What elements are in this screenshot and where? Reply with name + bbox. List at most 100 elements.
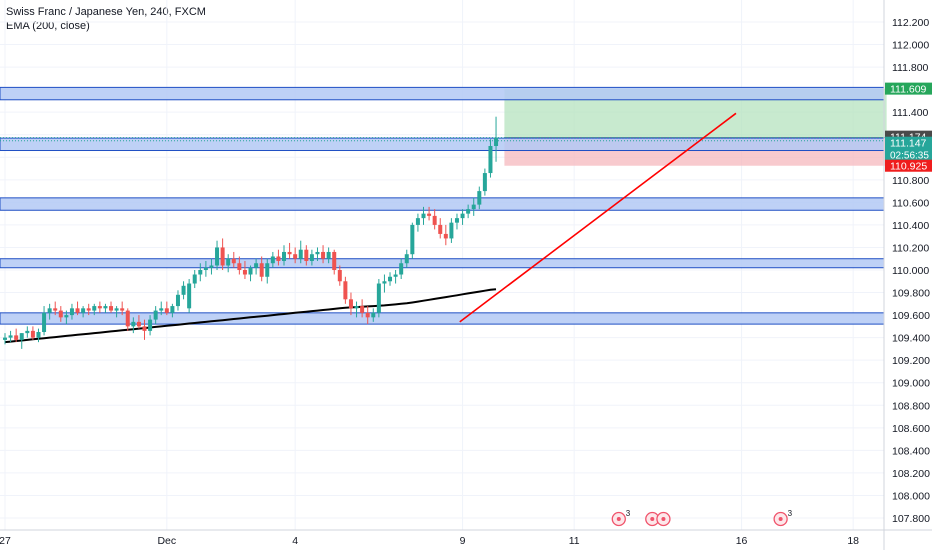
candle-body — [64, 315, 69, 318]
y-tick-label: 110.400 — [892, 220, 929, 232]
candle — [371, 308, 376, 322]
candle — [270, 251, 275, 268]
candle-body — [75, 308, 80, 313]
ema-line-group — [4, 288, 497, 344]
y-tick-label: 111.400 — [892, 107, 929, 119]
price-label: 111.609 — [885, 82, 932, 96]
candle — [75, 301, 80, 316]
candle — [354, 301, 359, 318]
countdown-label: 02:56:35 — [890, 151, 929, 162]
event-marker-dot — [616, 517, 621, 521]
candle — [131, 317, 136, 334]
candle — [494, 116, 499, 162]
candle — [8, 330, 13, 343]
x-tick-label: 27 — [0, 535, 11, 547]
candle — [14, 328, 19, 343]
candle-body — [19, 333, 24, 340]
y-tick-label: 112.000 — [892, 40, 929, 52]
candle-body — [293, 254, 298, 259]
candle-body — [404, 254, 409, 264]
candle — [337, 265, 342, 286]
event-marker[interactable] — [656, 511, 671, 527]
event-marker[interactable]: 3 — [611, 509, 631, 527]
candle-body — [382, 281, 387, 284]
candle — [47, 303, 52, 320]
y-tick-label: 108.400 — [892, 445, 930, 457]
candle — [42, 306, 47, 336]
candle-body — [226, 258, 231, 266]
candle-body — [443, 233, 448, 239]
candle — [477, 186, 482, 210]
candle — [404, 249, 409, 268]
candle-body — [376, 283, 381, 313]
candle-body — [25, 330, 30, 334]
symbol-title[interactable]: Swiss Franc / Japanese Yen, 240, FXCM — [6, 6, 206, 18]
price-label-text: 111.609 — [890, 84, 927, 96]
y-tick-label: 107.800 — [892, 513, 930, 525]
zone-2 — [0, 137, 885, 152]
x-tick-label: 9 — [460, 535, 466, 547]
candle-body — [259, 263, 264, 277]
candle — [376, 279, 381, 318]
candle-body — [415, 218, 420, 225]
candle — [438, 218, 443, 239]
candle — [254, 258, 259, 275]
y-tick-label: 110.600 — [892, 197, 929, 209]
candle-body — [365, 312, 370, 318]
indicator-title[interactable]: EMA (200, close) — [6, 20, 90, 32]
y-tick-label: 109.200 — [892, 355, 930, 367]
candle-body — [14, 335, 19, 340]
event-marker-dot — [661, 517, 666, 521]
candle — [393, 270, 398, 284]
candle — [304, 245, 309, 266]
candle-body — [198, 270, 203, 275]
candle-body — [371, 312, 376, 318]
candle — [175, 290, 180, 311]
candle — [309, 249, 314, 266]
candle-body — [103, 306, 108, 309]
candle — [454, 213, 459, 230]
candle — [25, 326, 30, 338]
candle — [215, 240, 220, 270]
candle — [203, 260, 208, 277]
candle-body — [360, 306, 365, 313]
x-tick-label: 4 — [292, 535, 298, 547]
candle — [443, 224, 448, 246]
candle-body — [192, 274, 197, 284]
candle — [97, 301, 102, 313]
event-marker-count: 3 — [626, 509, 631, 518]
candle-body — [97, 306, 102, 309]
candle-body — [482, 173, 487, 192]
candle — [298, 240, 303, 264]
candle-body — [187, 283, 192, 309]
candle-body — [242, 270, 247, 275]
candle — [488, 139, 493, 178]
candle-body — [203, 267, 208, 270]
candle-body — [471, 204, 476, 210]
candle — [103, 303, 108, 313]
candle-body — [131, 321, 136, 327]
price-label-bg — [885, 82, 932, 95]
y-tick-label: 110.200 — [892, 242, 929, 254]
price-label-text: 111.147 — [890, 138, 927, 150]
candle-body — [148, 319, 153, 331]
candle-body — [114, 308, 119, 311]
event-marker[interactable]: 3 — [773, 509, 793, 527]
candle — [259, 256, 264, 282]
candle-body — [348, 299, 353, 309]
candle — [86, 303, 91, 316]
candle — [382, 274, 387, 293]
candle — [399, 258, 404, 280]
candle — [58, 306, 63, 322]
candle-body — [142, 326, 147, 331]
candle-body — [265, 263, 270, 277]
trendline-group[interactable] — [459, 112, 737, 323]
candle — [19, 333, 24, 349]
price-label-text: 110.925 — [890, 161, 927, 173]
candle — [449, 218, 454, 243]
